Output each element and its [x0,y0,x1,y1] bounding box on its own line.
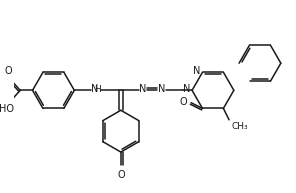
Text: H: H [94,85,101,94]
Text: N: N [139,84,146,94]
Text: CH₃: CH₃ [232,122,249,131]
Text: O: O [118,170,126,180]
Text: O: O [5,66,13,76]
Text: O: O [180,97,187,107]
Text: N: N [183,84,190,94]
Text: N: N [158,84,165,94]
Text: N: N [193,66,201,76]
Text: HO: HO [0,104,15,114]
Text: N: N [91,84,99,94]
